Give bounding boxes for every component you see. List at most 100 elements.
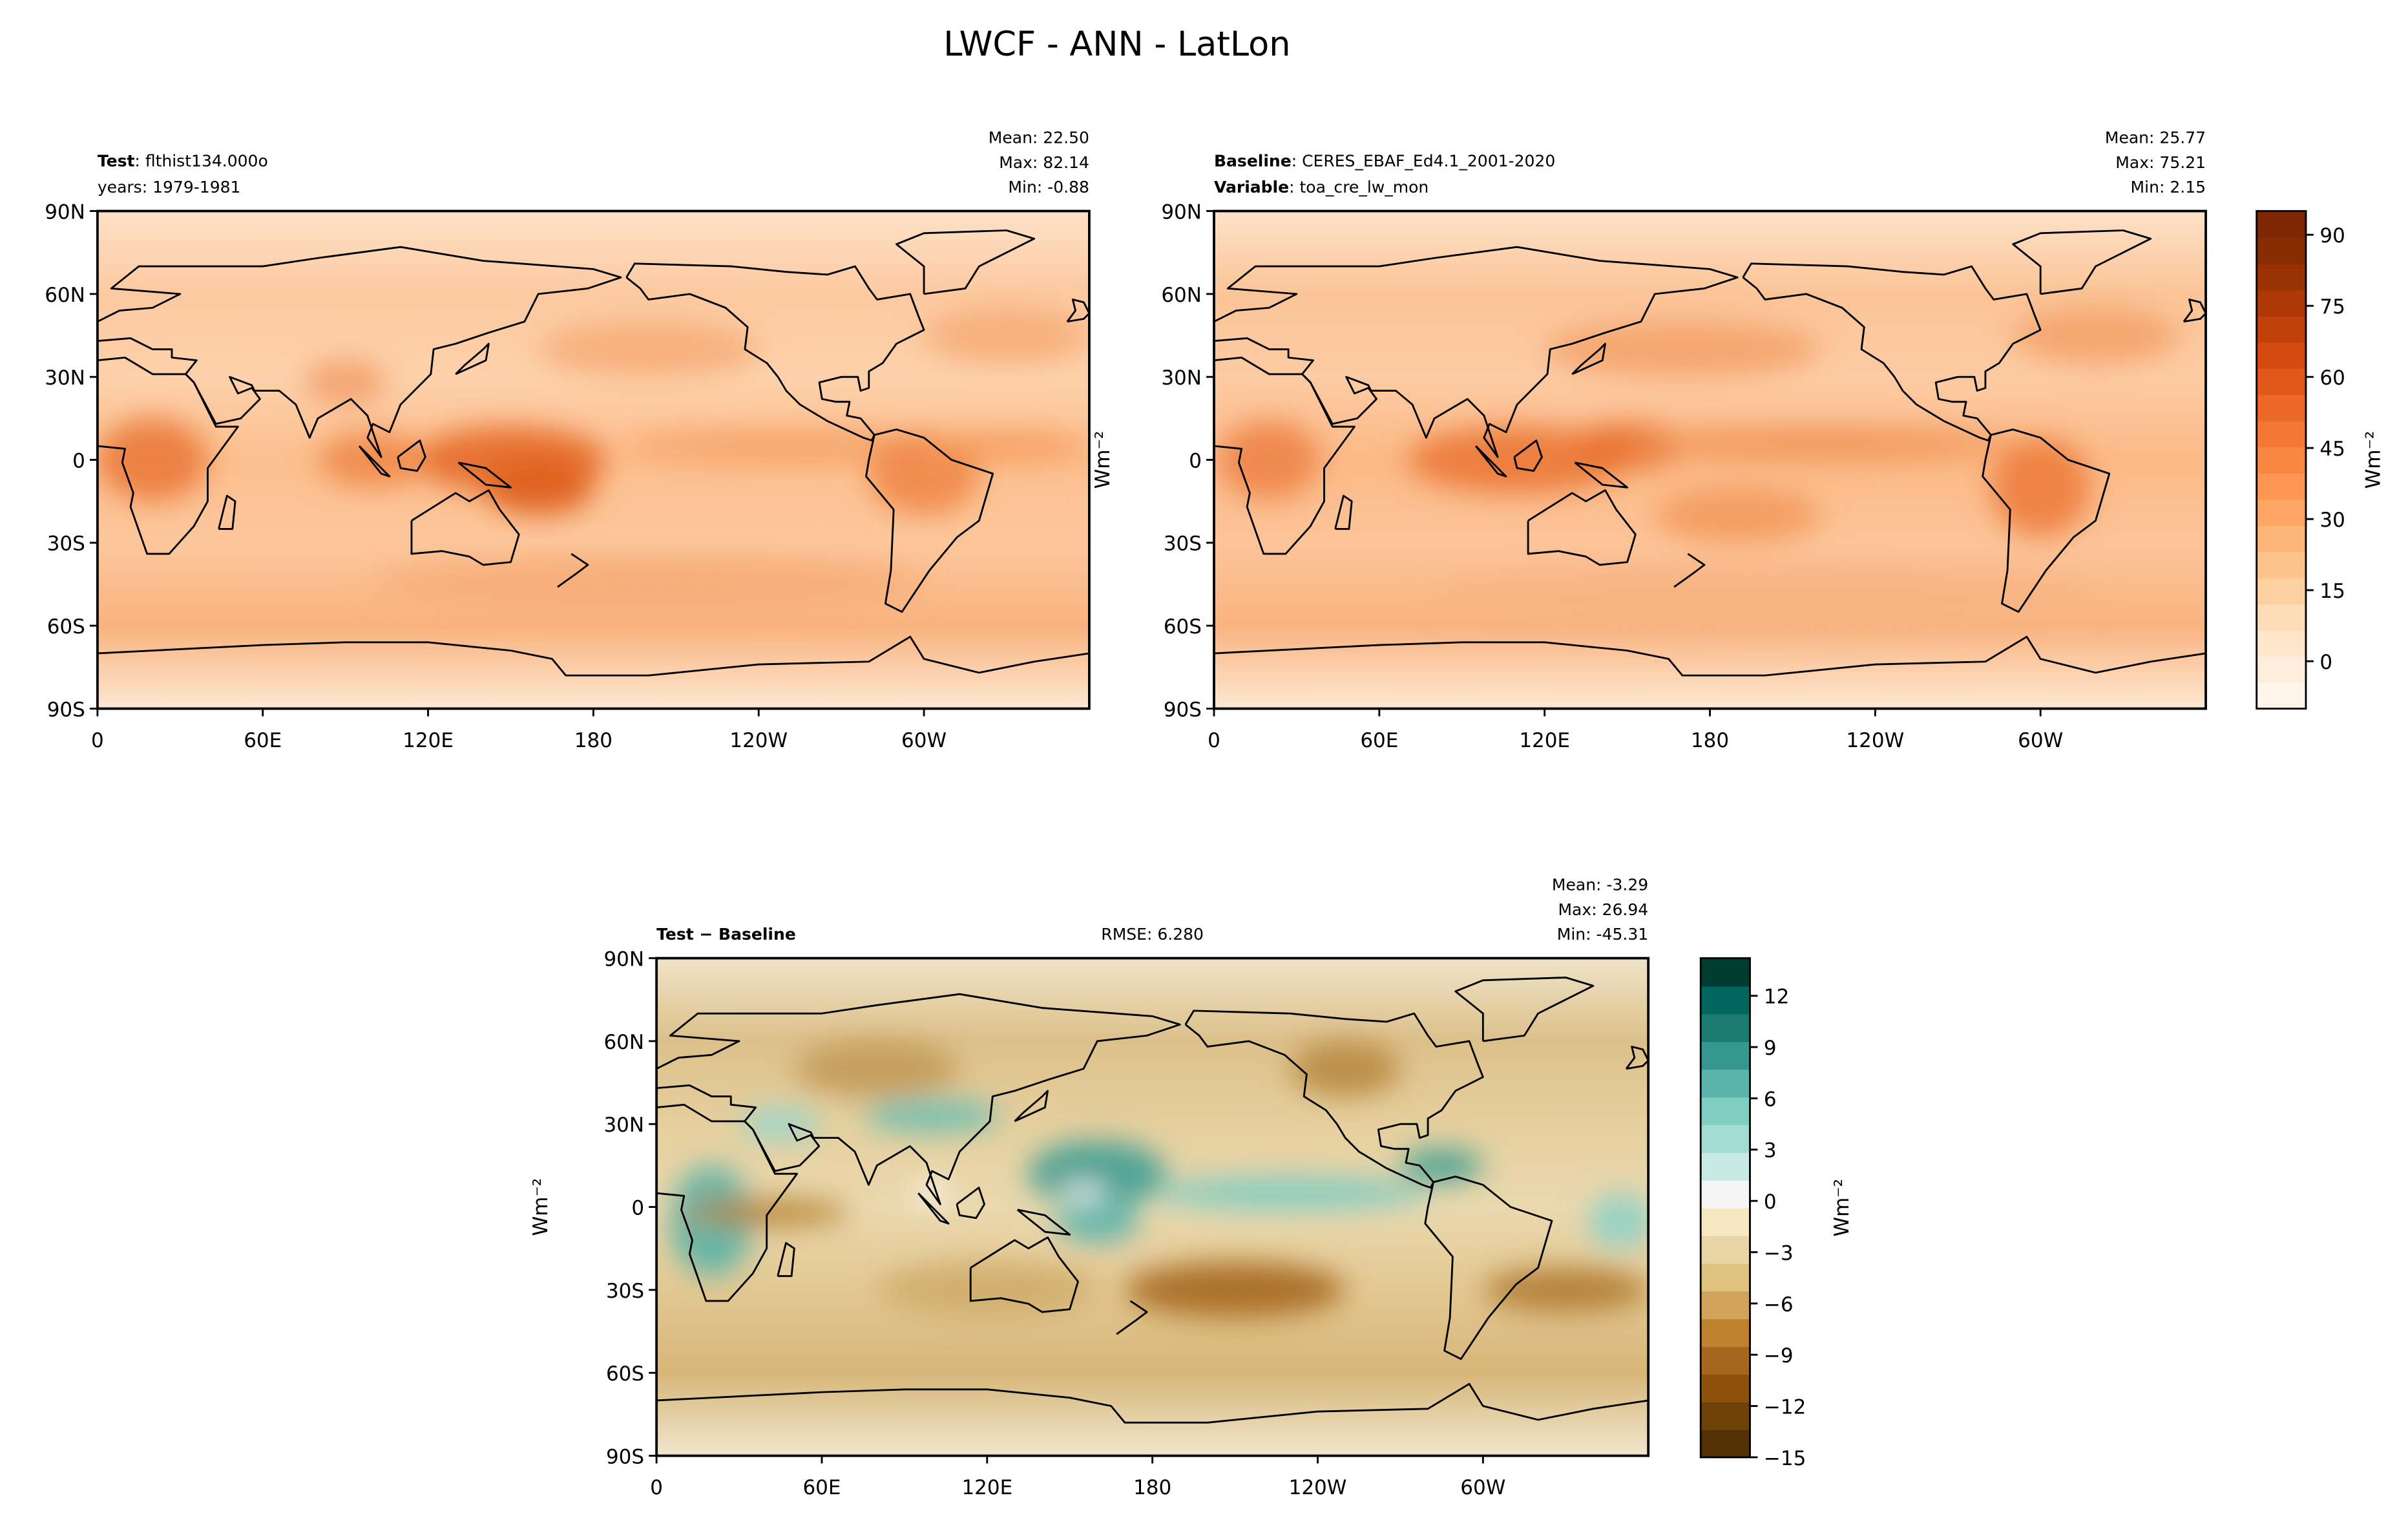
panel-label-2-value: : toa_cre_lw_mon	[1289, 178, 1429, 196]
colorbar-segment	[2256, 577, 2306, 605]
colorbar-segment	[1701, 1263, 1750, 1292]
coastline	[397, 439, 426, 472]
y-tick-label: 0	[631, 1196, 644, 1220]
colorbar-tick-label: 6	[1764, 1088, 1777, 1111]
colorbar-segment	[2256, 682, 2306, 710]
field-blob	[1400, 1148, 1483, 1183]
rmse: RMSE: 6.280	[1101, 925, 1204, 944]
colorbar-tick-label: 75	[2319, 295, 2345, 319]
coastline	[1742, 262, 2042, 441]
field-blob	[1587, 1193, 1649, 1249]
field-blob	[863, 1099, 1001, 1133]
y-tick-label: 60S	[606, 1362, 644, 1386]
coastline	[1571, 343, 1606, 375]
field-blob	[1125, 1262, 1346, 1318]
y-tick-label: 60S	[1164, 615, 1202, 639]
coastline	[97, 356, 239, 555]
colorbar-segment	[1701, 1207, 1750, 1236]
colorbar-segment	[1701, 1069, 1750, 1098]
stat: Min: -45.31	[1557, 925, 1648, 944]
colorbar-segment	[1701, 1013, 1750, 1042]
field-blob	[1407, 427, 1628, 493]
x-tick-label: 60E	[244, 729, 282, 752]
panel-label-name: Baseline	[1214, 151, 1292, 170]
coastline	[1625, 1046, 1649, 1070]
y-tick-label: 0	[72, 449, 85, 472]
stat: Max: 75.21	[2115, 153, 2206, 172]
figure-title: LWCF - ANN - LatLon	[943, 25, 1290, 64]
stat: Mean: 25.77	[2105, 129, 2206, 147]
field-blob	[1290, 1041, 1401, 1097]
field-blob	[538, 321, 759, 377]
y-tick-label: 60N	[45, 284, 85, 307]
colorbar-label: Wm⁻²	[2361, 431, 2385, 489]
coastline	[1574, 461, 1629, 489]
x-tick-label: 180	[574, 729, 612, 752]
coastline	[656, 1103, 799, 1302]
x-tick-label: 120W	[1289, 1476, 1347, 1499]
coastline	[956, 1187, 985, 1220]
coastline	[1424, 1176, 1553, 1360]
x-tick-label: 60E	[802, 1476, 841, 1499]
colorbar-segment	[1701, 1125, 1750, 1153]
map-field	[97, 211, 1089, 709]
y-tick-label: 90N	[603, 948, 644, 971]
panel-label-2-name: Variable	[1214, 178, 1289, 196]
colorbar-segment	[2256, 499, 2306, 526]
x-tick-label: 0	[91, 729, 104, 752]
field-blob	[97, 418, 208, 502]
colorbar-segment	[1701, 1152, 1750, 1181]
coastline	[1474, 445, 1507, 478]
colorbar-tick-label: 60	[2319, 366, 2345, 390]
y-tick-label: 90N	[45, 200, 85, 224]
field-blob	[924, 432, 1089, 460]
colorbar-tick-label: −3	[1764, 1242, 1794, 1265]
y-tick-label: 30S	[47, 533, 85, 556]
colorbar-tick-label: 9	[1764, 1037, 1777, 1060]
panel-label-value: : flthist134.000o	[134, 151, 267, 170]
field-blob	[1991, 438, 2090, 538]
panel-label-name: Test	[98, 151, 135, 170]
field-blobs	[1219, 308, 2179, 626]
field-blob	[1544, 321, 1821, 377]
colorbar-segment	[2256, 420, 2306, 448]
colorbar-segment	[2256, 656, 2306, 683]
x-tick-label: 0	[1208, 729, 1220, 752]
coastline	[1213, 246, 1739, 458]
field-blob	[1627, 429, 2013, 458]
panel-label-2-value: years: 1979-1981	[98, 178, 241, 196]
x-tick-label: 120W	[1846, 729, 1904, 752]
field-blob	[304, 360, 387, 405]
field-blob	[1572, 423, 1682, 469]
field-blobs	[670, 1041, 1649, 1318]
coastline	[218, 494, 236, 530]
x-tick-label: 60W	[2018, 729, 2063, 752]
coastline	[2183, 298, 2206, 323]
colorbar-segment	[2256, 290, 2306, 317]
coastline	[625, 262, 925, 441]
field-blob	[621, 429, 952, 463]
stat: Mean: 22.50	[989, 129, 1089, 147]
coastline	[1673, 553, 1706, 588]
colorbar-tick-label: 30	[2319, 509, 2345, 532]
x-tick-label: 180	[1133, 1476, 1171, 1499]
y-tick-label: 60S	[47, 615, 85, 639]
colorbar-segment	[1701, 1041, 1750, 1070]
y-axis-label: Wm⁻²	[529, 1178, 552, 1236]
field-blob	[1434, 570, 2096, 626]
x-tick-label: 120E	[403, 729, 454, 752]
coastline	[557, 553, 589, 588]
colorbar-segment	[2256, 551, 2306, 578]
panel-label: Test: flthist134.000o	[98, 151, 268, 170]
panel-label-name: Test − Baseline	[656, 925, 796, 944]
field-blob	[2013, 308, 2179, 363]
field-blob	[1152, 1176, 1429, 1210]
panel-label-value: : CERES_EBAF_Ed4.1_2001-2020	[1292, 151, 1556, 170]
colorbar-label: Wm⁻²	[1830, 1179, 1854, 1237]
field-blob	[373, 556, 925, 612]
colorbar-segment	[1701, 1235, 1750, 1264]
coastline	[1213, 635, 2206, 677]
coastline	[865, 428, 994, 613]
y-tick-label: 90S	[606, 1445, 644, 1468]
stat: Mean: -3.29	[1552, 876, 1648, 894]
